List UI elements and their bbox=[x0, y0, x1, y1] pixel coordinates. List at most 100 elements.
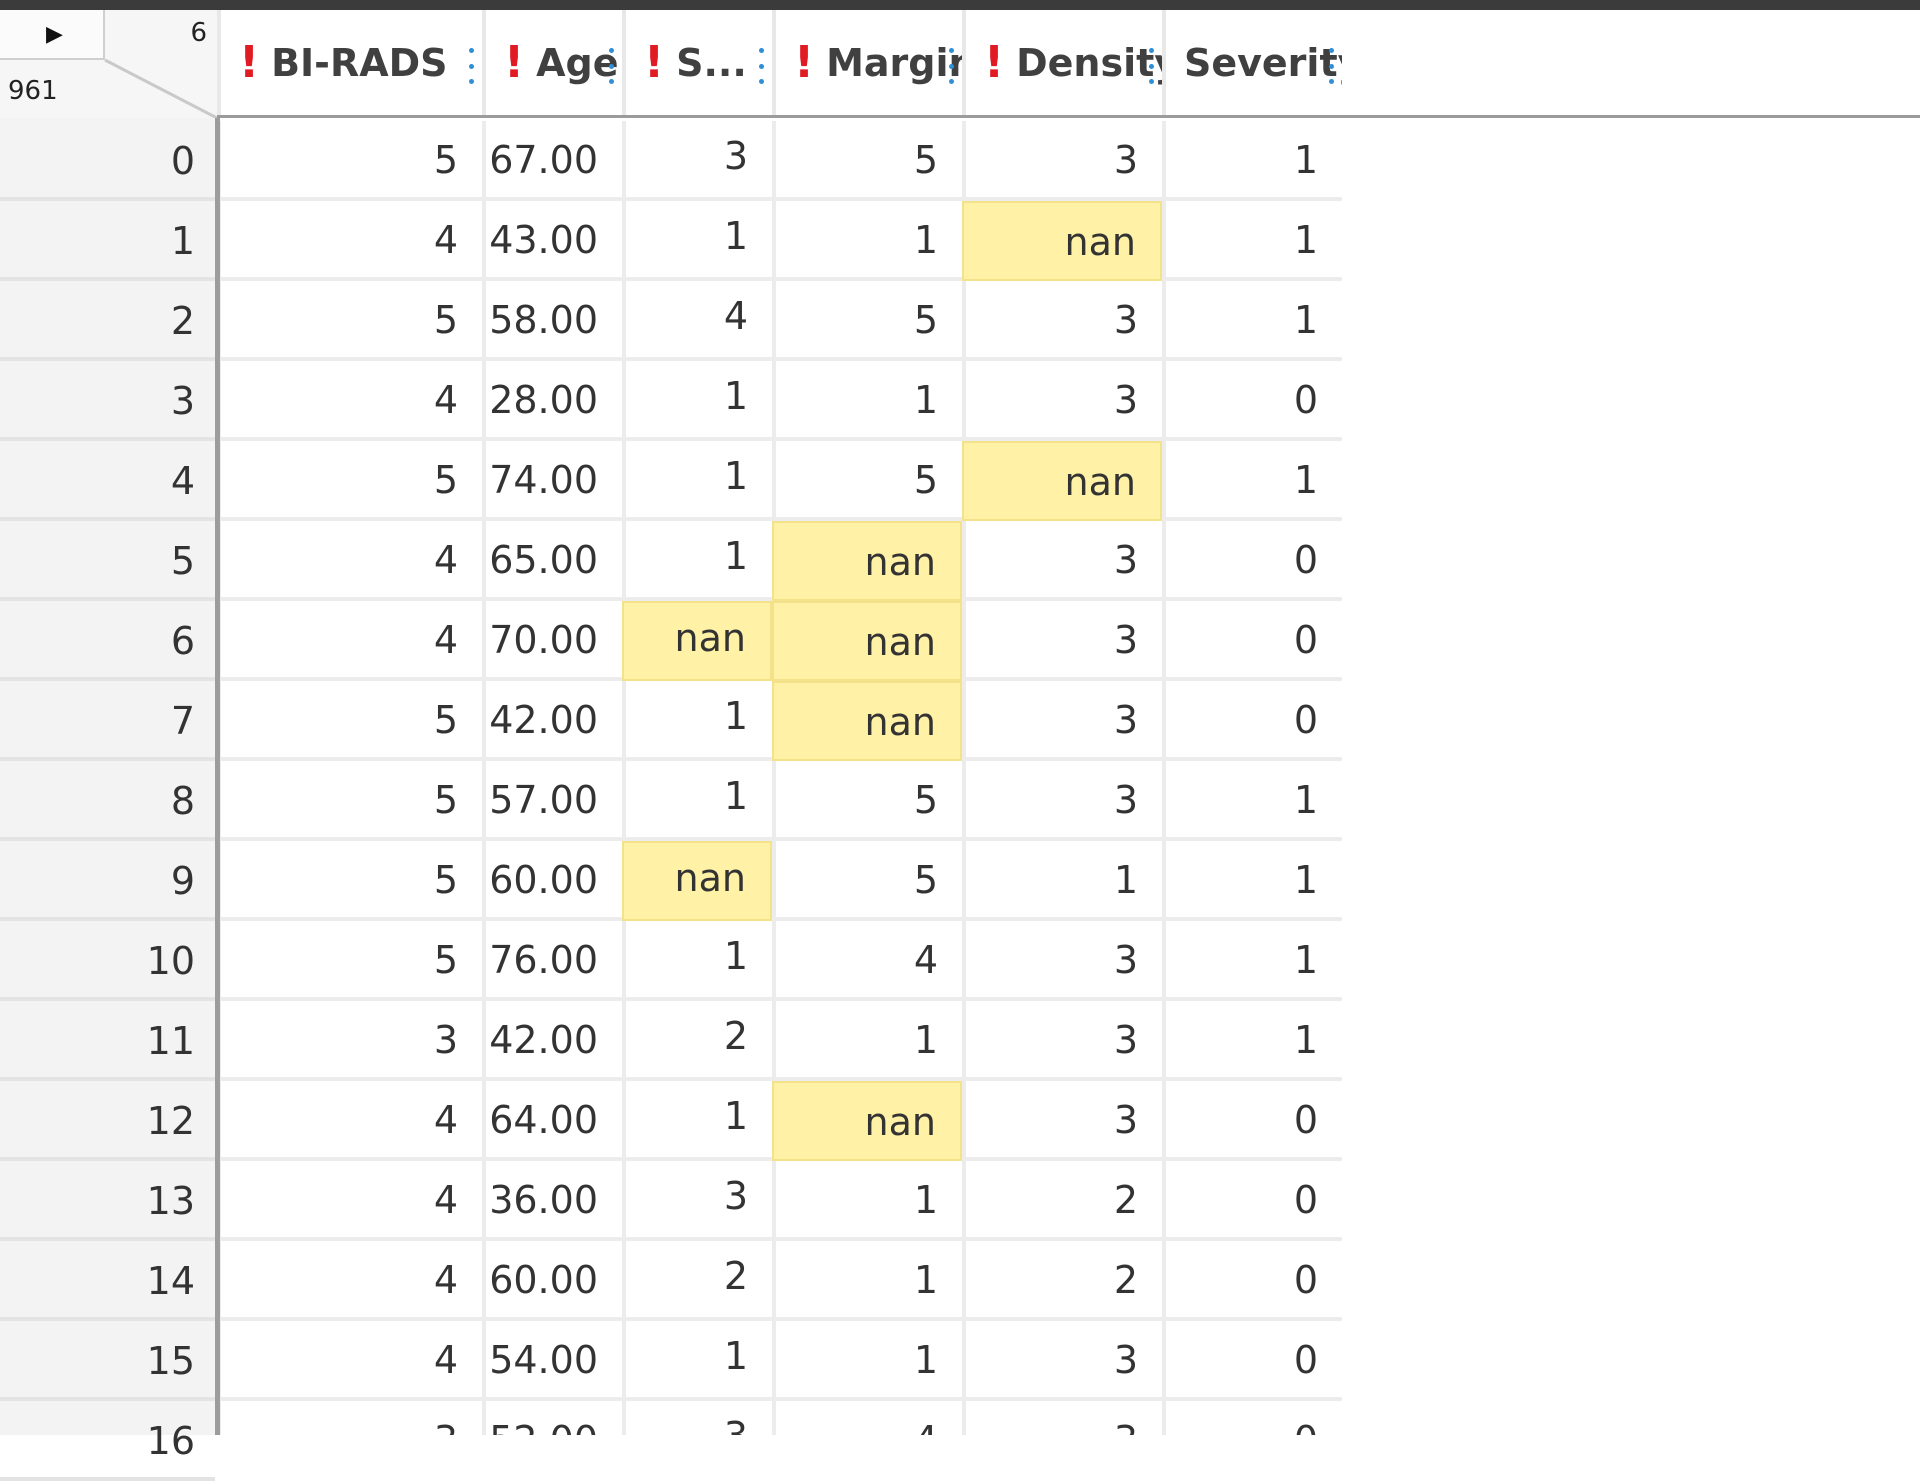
table-cell-bi-rads[interactable]: 5 bbox=[220, 441, 482, 521]
table-cell-density[interactable]: 3 bbox=[962, 761, 1162, 841]
table-cell-severity[interactable]: 1 bbox=[1162, 761, 1342, 841]
table-cell-margin[interactable]: 1 bbox=[772, 361, 962, 441]
table-cell-age[interactable]: 57.00 bbox=[482, 761, 622, 841]
table-cell-bi-rads[interactable]: 5 bbox=[220, 281, 482, 361]
row-index[interactable]: 2 bbox=[0, 281, 215, 361]
table-cell-severity[interactable]: 0 bbox=[1162, 681, 1342, 761]
table-cell-age[interactable]: 58.00 bbox=[482, 281, 622, 361]
table-cell-age[interactable]: 67.00 bbox=[482, 121, 622, 201]
table-cell-severity[interactable]: 1 bbox=[1162, 841, 1342, 921]
row-index[interactable]: 8 bbox=[0, 761, 215, 841]
table-cell-age[interactable]: 74.00 bbox=[482, 441, 622, 521]
table-cell-bi-rads[interactable]: 4 bbox=[220, 201, 482, 281]
table-cell-shape[interactable]: 1 bbox=[622, 201, 772, 281]
table-cell-age[interactable]: 60.00 bbox=[482, 841, 622, 921]
table-cell-shape[interactable]: nan bbox=[622, 841, 772, 921]
column-header-age[interactable]: ! Age bbox=[482, 10, 622, 115]
table-cell-density[interactable]: 3 bbox=[962, 681, 1162, 761]
table-cell-shape[interactable]: 1 bbox=[622, 1081, 772, 1161]
table-cell-severity[interactable]: 0 bbox=[1162, 1241, 1342, 1321]
row-index[interactable]: 11 bbox=[0, 1001, 215, 1081]
table-cell-density[interactable]: 3 bbox=[962, 361, 1162, 441]
table-cell-density[interactable]: 2 bbox=[962, 1161, 1162, 1241]
table-cell-age[interactable]: 60.00 bbox=[482, 1241, 622, 1321]
vertical-dots-icon[interactable] bbox=[469, 48, 474, 84]
table-cell-bi-rads[interactable]: 4 bbox=[220, 1161, 482, 1241]
table-cell-shape[interactable]: 1 bbox=[622, 441, 772, 521]
table-cell-density[interactable]: 3 bbox=[962, 521, 1162, 601]
table-cell-severity[interactable]: 1 bbox=[1162, 201, 1342, 281]
row-index[interactable]: 7 bbox=[0, 681, 215, 761]
table-cell-margin[interactable]: 5 bbox=[772, 121, 962, 201]
table-cell-density[interactable]: 3 bbox=[962, 121, 1162, 201]
table-cell-margin[interactable]: nan bbox=[772, 1081, 962, 1161]
row-index[interactable]: 9 bbox=[0, 841, 215, 921]
table-cell-margin[interactable]: nan bbox=[772, 521, 962, 601]
table-cell-shape[interactable]: 3 bbox=[622, 1161, 772, 1241]
table-cell-shape[interactable]: 1 bbox=[622, 361, 772, 441]
table-cell-severity[interactable]: 0 bbox=[1162, 521, 1342, 601]
table-cell-bi-rads[interactable]: 4 bbox=[220, 1241, 482, 1321]
table-cell-margin[interactable]: nan bbox=[772, 681, 962, 761]
table-cell-margin[interactable]: 5 bbox=[772, 761, 962, 841]
table-cell-severity[interactable]: 1 bbox=[1162, 921, 1342, 1001]
table-cell-age[interactable]: 52.00 bbox=[482, 1401, 622, 1435]
table-cell-severity[interactable]: 1 bbox=[1162, 1001, 1342, 1081]
table-cell-density[interactable]: 3 bbox=[962, 601, 1162, 681]
row-index[interactable]: 12 bbox=[0, 1081, 215, 1161]
row-index[interactable]: 14 bbox=[0, 1241, 215, 1321]
table-cell-shape[interactable]: 2 bbox=[622, 1241, 772, 1321]
table-cell-age[interactable]: 43.00 bbox=[482, 201, 622, 281]
table-cell-shape[interactable]: 3 bbox=[622, 1401, 772, 1435]
column-header-bi-rads[interactable]: ! BI-RADS bbox=[217, 10, 482, 115]
vertical-dots-icon[interactable] bbox=[1149, 48, 1154, 84]
table-cell-density[interactable]: 3 bbox=[962, 1081, 1162, 1161]
table-cell-margin[interactable]: nan bbox=[772, 601, 962, 681]
row-index[interactable]: 13 bbox=[0, 1161, 215, 1241]
table-cell-margin[interactable]: 5 bbox=[772, 281, 962, 361]
table-cell-bi-rads[interactable]: 4 bbox=[220, 1081, 482, 1161]
table-cell-shape[interactable]: 1 bbox=[622, 521, 772, 601]
table-cell-age[interactable]: 42.00 bbox=[482, 1001, 622, 1081]
table-cell-bi-rads[interactable]: 5 bbox=[220, 921, 482, 1001]
row-index[interactable]: 1 bbox=[0, 201, 215, 281]
table-cell-bi-rads[interactable]: 5 bbox=[220, 761, 482, 841]
table-cell-bi-rads[interactable]: 4 bbox=[220, 361, 482, 441]
table-cell-severity[interactable]: 1 bbox=[1162, 121, 1342, 201]
table-cell-severity[interactable]: 0 bbox=[1162, 601, 1342, 681]
table-cell-margin[interactable]: 1 bbox=[772, 1001, 962, 1081]
table-cell-age[interactable]: 36.00 bbox=[482, 1161, 622, 1241]
table-cell-density[interactable]: 3 bbox=[962, 921, 1162, 1001]
column-header-margin[interactable]: ! Margin bbox=[772, 10, 962, 115]
table-cell-shape[interactable]: 1 bbox=[622, 1321, 772, 1401]
table-cell-bi-rads[interactable]: 4 bbox=[220, 1321, 482, 1401]
row-index[interactable]: 0 bbox=[0, 121, 215, 201]
row-index[interactable]: 4 bbox=[0, 441, 215, 521]
vertical-dots-icon[interactable] bbox=[1329, 48, 1334, 84]
table-cell-shape[interactable]: 4 bbox=[622, 281, 772, 361]
table-cell-density[interactable]: 3 bbox=[962, 281, 1162, 361]
table-cell-bi-rads[interactable]: 3 bbox=[220, 1001, 482, 1081]
table-cell-density[interactable]: 3 bbox=[962, 1321, 1162, 1401]
table-cell-severity[interactable]: 0 bbox=[1162, 1401, 1342, 1435]
table-cell-density[interactable]: 2 bbox=[962, 1241, 1162, 1321]
table-cell-age[interactable]: 28.00 bbox=[482, 361, 622, 441]
vertical-dots-icon[interactable] bbox=[609, 48, 614, 84]
table-cell-margin[interactable]: 5 bbox=[772, 441, 962, 521]
table-cell-shape[interactable]: 1 bbox=[622, 681, 772, 761]
table-cell-severity[interactable]: 0 bbox=[1162, 1161, 1342, 1241]
table-cell-margin[interactable]: 4 bbox=[772, 921, 962, 1001]
table-cell-severity[interactable]: 0 bbox=[1162, 361, 1342, 441]
table-cell-severity[interactable]: 1 bbox=[1162, 441, 1342, 521]
vertical-dots-icon[interactable] bbox=[759, 48, 764, 84]
table-cell-density[interactable]: nan bbox=[962, 441, 1162, 521]
table-cell-margin[interactable]: 1 bbox=[772, 1241, 962, 1321]
table-cell-shape[interactable]: 1 bbox=[622, 921, 772, 1001]
table-cell-age[interactable]: 65.00 bbox=[482, 521, 622, 601]
table-cell-density[interactable]: 3 bbox=[962, 1401, 1162, 1435]
row-index[interactable]: 3 bbox=[0, 361, 215, 441]
table-cell-age[interactable]: 42.00 bbox=[482, 681, 622, 761]
table-cell-margin[interactable]: 1 bbox=[772, 1321, 962, 1401]
column-header-severity[interactable]: Severity bbox=[1162, 10, 1342, 115]
table-cell-bi-rads[interactable]: 5 bbox=[220, 841, 482, 921]
